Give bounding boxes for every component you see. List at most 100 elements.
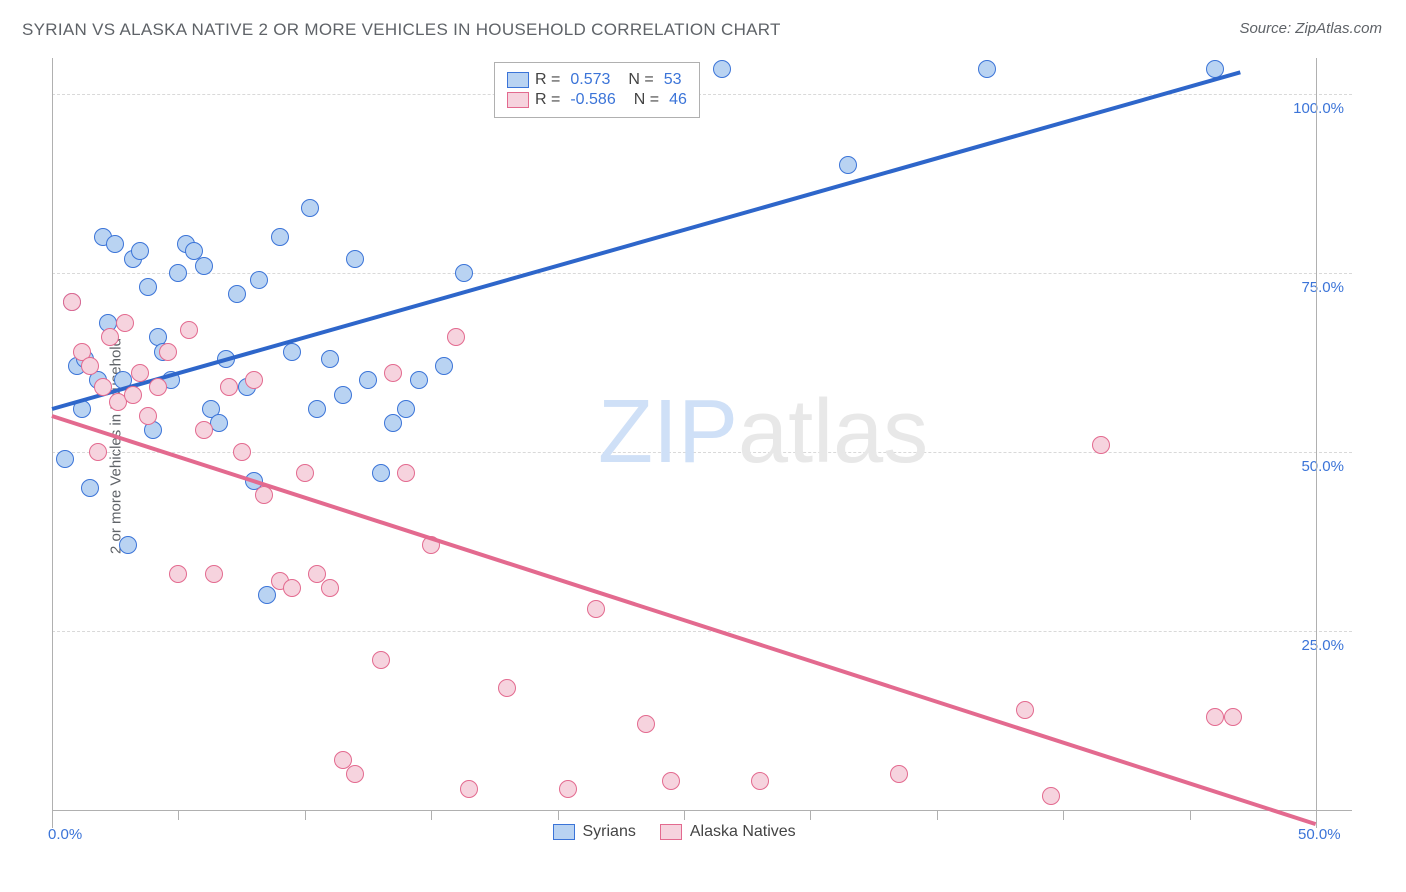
source-attribution: Source: ZipAtlas.com xyxy=(1239,20,1382,37)
x-tick xyxy=(810,810,811,820)
correlation-legend: R = 0.573 N = 53 R = -0.586 N = 46 xyxy=(494,62,700,118)
legend-item: Syrians xyxy=(553,823,636,841)
data-point xyxy=(131,242,149,260)
data-point xyxy=(195,257,213,275)
x-tick xyxy=(937,810,938,820)
data-point xyxy=(116,314,134,332)
data-point xyxy=(587,600,605,618)
legend-swatch xyxy=(507,72,529,88)
x-tick-label: 50.0% xyxy=(1298,826,1341,843)
data-point xyxy=(1042,787,1060,805)
data-point xyxy=(81,357,99,375)
data-point xyxy=(94,378,112,396)
data-point xyxy=(435,357,453,375)
series-legend: Syrians Alaska Natives xyxy=(553,823,796,841)
x-tick xyxy=(1190,810,1191,820)
legend-item: Alaska Natives xyxy=(660,823,796,841)
n-value: 53 xyxy=(664,71,682,89)
data-point xyxy=(321,579,339,597)
data-point xyxy=(559,780,577,798)
y-axis-line xyxy=(52,58,53,828)
data-point xyxy=(169,565,187,583)
data-point xyxy=(124,386,142,404)
data-point xyxy=(258,586,276,604)
data-point xyxy=(359,371,377,389)
data-point xyxy=(301,199,319,217)
y-tick-label: 75.0% xyxy=(1301,279,1344,296)
n-label: N = xyxy=(628,71,653,89)
data-point xyxy=(1206,708,1224,726)
r-value: -0.586 xyxy=(570,91,615,109)
data-point xyxy=(220,378,238,396)
data-point xyxy=(89,443,107,461)
data-point xyxy=(334,386,352,404)
r-label: R = xyxy=(535,71,560,89)
data-point xyxy=(637,715,655,733)
data-point xyxy=(321,350,339,368)
data-point xyxy=(81,479,99,497)
data-point xyxy=(245,371,263,389)
x-tick xyxy=(431,810,432,820)
data-point xyxy=(1224,708,1242,726)
chart-title: SYRIAN VS ALASKA NATIVE 2 OR MORE VEHICL… xyxy=(22,20,781,40)
data-point xyxy=(397,400,415,418)
data-point xyxy=(662,772,680,790)
data-point xyxy=(180,321,198,339)
data-point xyxy=(101,328,119,346)
data-point xyxy=(397,464,415,482)
trend-line xyxy=(52,71,1241,411)
data-point xyxy=(205,565,223,583)
data-point xyxy=(410,371,428,389)
data-point xyxy=(308,400,326,418)
data-point xyxy=(890,765,908,783)
gridline xyxy=(52,631,1352,632)
legend-swatch xyxy=(553,824,575,840)
x-tick-label: 0.0% xyxy=(48,826,82,843)
data-point xyxy=(169,264,187,282)
data-point xyxy=(159,343,177,361)
data-point xyxy=(372,651,390,669)
data-point xyxy=(751,772,769,790)
legend-row: R = -0.586 N = 46 xyxy=(507,91,687,109)
data-point xyxy=(296,464,314,482)
data-point xyxy=(131,364,149,382)
x-tick xyxy=(558,810,559,820)
data-point xyxy=(228,285,246,303)
data-point xyxy=(119,536,137,554)
legend-label: Alaska Natives xyxy=(690,823,796,841)
legend-swatch xyxy=(507,92,529,108)
x-tick xyxy=(1063,810,1064,820)
data-point xyxy=(1016,701,1034,719)
data-point xyxy=(455,264,473,282)
data-point xyxy=(139,278,157,296)
x-axis-line xyxy=(52,810,1352,811)
data-point xyxy=(447,328,465,346)
legend-label: Syrians xyxy=(583,823,636,841)
data-point xyxy=(713,60,731,78)
x-tick xyxy=(178,810,179,820)
x-tick xyxy=(305,810,306,820)
r-value: 0.573 xyxy=(570,71,610,89)
data-point xyxy=(839,156,857,174)
x-tick xyxy=(684,810,685,820)
n-label: N = xyxy=(634,91,659,109)
y-tick-label: 25.0% xyxy=(1301,637,1344,654)
data-point xyxy=(346,250,364,268)
y-tick-label: 100.0% xyxy=(1293,100,1344,117)
data-point xyxy=(195,421,213,439)
data-point xyxy=(372,464,390,482)
data-point xyxy=(283,343,301,361)
data-point xyxy=(233,443,251,461)
data-point xyxy=(149,378,167,396)
data-point xyxy=(346,765,364,783)
legend-swatch xyxy=(660,824,682,840)
data-point xyxy=(460,780,478,798)
data-point xyxy=(384,364,402,382)
r-label: R = xyxy=(535,91,560,109)
trend-line xyxy=(51,414,1316,826)
n-value: 46 xyxy=(669,91,687,109)
right-axis-line xyxy=(1316,58,1317,828)
data-point xyxy=(56,450,74,468)
gridline xyxy=(52,273,1352,274)
data-point xyxy=(384,414,402,432)
